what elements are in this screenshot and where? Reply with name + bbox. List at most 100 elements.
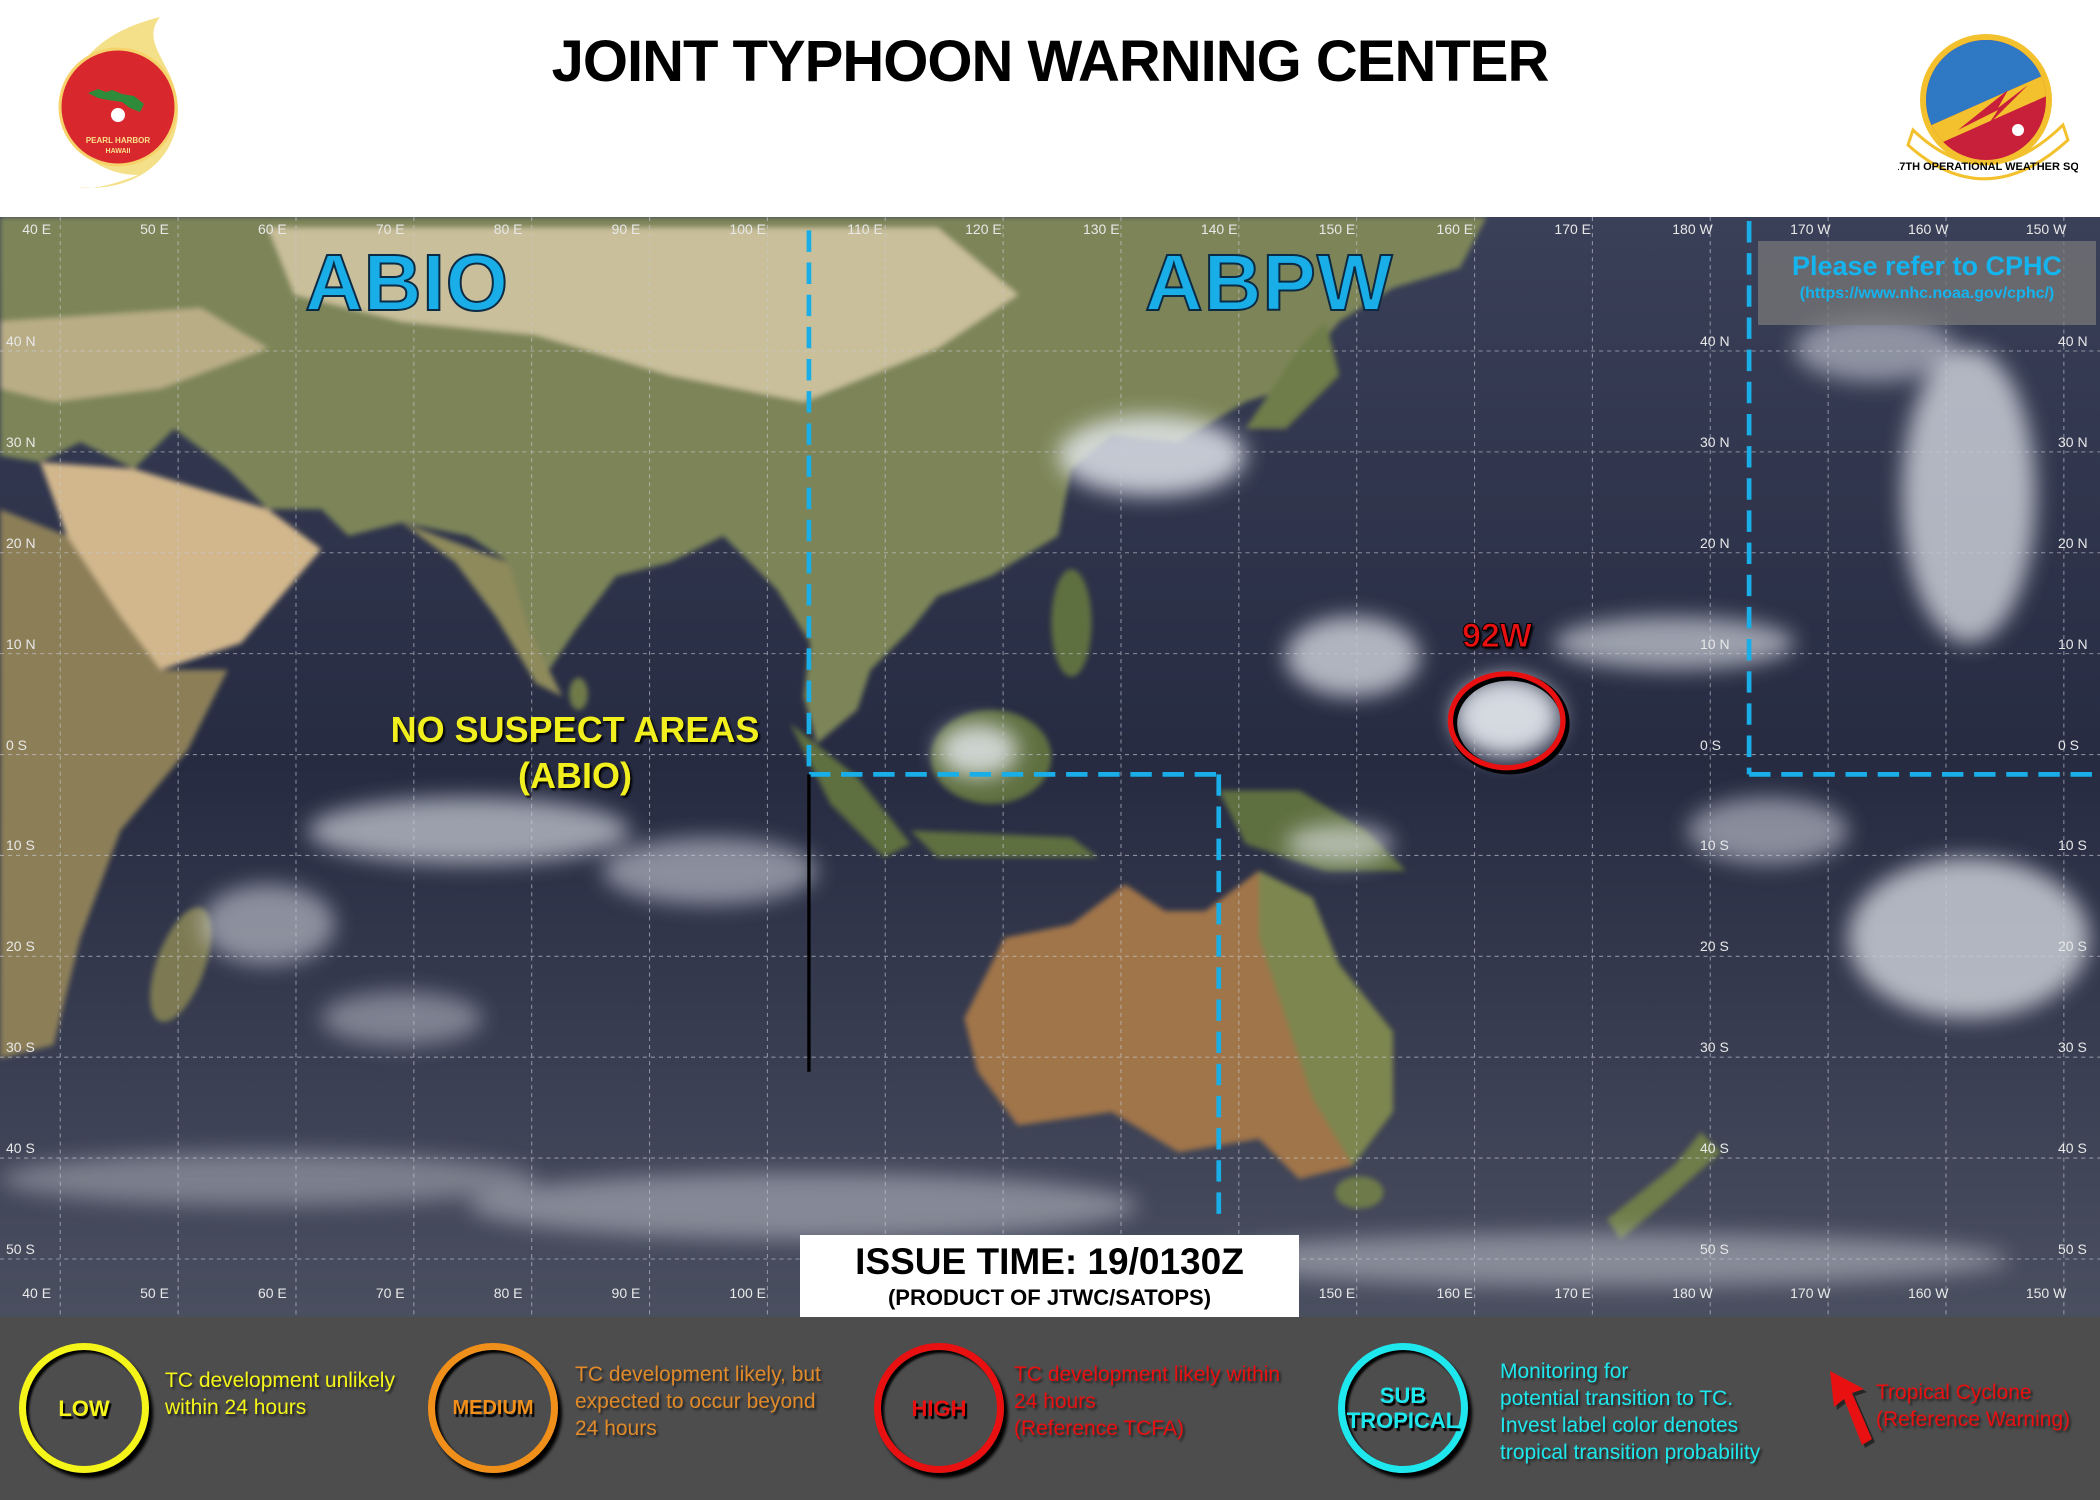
legend-medium-line1: TC development likely, but [575,1363,821,1386]
latitude-label: 10 N [1700,635,1730,652]
legend-subtropical-circle: SUB TROPICAL [1338,1343,1468,1473]
legend-low-circle: LOW [19,1343,149,1473]
region-label-abpw: ABPW [1144,238,1394,327]
legend-warning-line1: Tropical Cyclone [1876,1381,2032,1404]
svg-text:PEARL HARBOR: PEARL HARBOR [86,136,151,145]
land-masses [0,217,1721,1240]
cphc-note-title: Please refer to CPHC [1791,251,2063,281]
satellite-imagery [0,217,2100,1317]
longitude-label: 90 E [611,1285,641,1301]
latitude-label: 20 S [2058,938,2087,955]
no-suspect-areas-note: NO SUSPECT AREAS (ABIO) [330,707,820,799]
legend-high-circle: HIGH [874,1343,1004,1473]
longitude-label: 100 E [729,221,766,237]
longitude-label: 40 E [22,221,52,237]
latitude-label: 0 S [1700,736,1722,753]
cphc-note: Please refer to CPHC (https://www.nhc.no… [1758,241,2096,325]
cphc-link[interactable]: (https://www.nhc.noaa.gov/cphc/) [1799,285,2055,302]
header: PEARL HARBOR HAWAII JOINT TYPHOON WARNIN… [0,0,2100,217]
longitude-label: 170 W [1790,221,1831,237]
latitude-label: 30 N [1700,433,1730,450]
longitude-label: 170 W [1790,1285,1831,1301]
lat-lon-grid [0,217,2100,1317]
latitude-label: 40 N [6,332,36,349]
longitude-label: 50 E [140,221,169,237]
legend-medium-circle: MEDIUM [428,1343,558,1473]
product-source: (PRODUCT OF JTWC/SATOPS) [887,1285,1212,1310]
legend-subtropical-line2: potential transition to TC. [1500,1387,1734,1410]
legend-subtropical-line3: Invest label color denotes [1500,1414,1739,1437]
latitude-label: 30 S [6,1039,35,1056]
no-suspect-line1: NO SUSPECT AREAS [390,709,760,750]
longitude-label: 140 E [1200,221,1238,237]
latitude-label: 0 S [6,736,28,753]
latitude-label: 10 S [2058,837,2087,854]
longitude-label: 160 E [1436,1285,1474,1301]
longitude-label: 150 E [1318,1285,1356,1301]
longitude-label: 70 E [375,1285,405,1301]
issue-time-box: ISSUE TIME: 19/0130Z (PRODUCT OF JTWC/SA… [800,1235,1299,1317]
legend: LOW TC development unlikely within 24 ho… [0,1317,2100,1500]
longitude-label: 160 W [1907,221,1949,237]
longitude-label: 150 W [2025,1285,2067,1301]
longitude-label: 120 E [965,221,1002,237]
longitude-label: 80 E [493,1285,523,1301]
latitude-label: 40 S [6,1140,35,1157]
latitude-label: 10 N [6,635,36,652]
issue-time: ISSUE TIME: 19/0130Z [855,1241,1244,1282]
no-suspect-line2: (ABIO) [518,755,632,796]
legend-high-line2: 24 hours [1014,1390,1096,1413]
legend-warning-line2: (Reference Warning) [1876,1408,2071,1431]
latitude-label: 10 N [2058,635,2088,652]
latitude-label: 30 S [2058,1039,2087,1056]
latitude-label: 20 S [1700,938,1729,955]
legend-warning-text: Tropical Cyclone (Reference Warning) [1876,1379,2070,1433]
region-label-abio: ABIO [304,238,509,327]
latitude-label: 50 S [2058,1240,2087,1257]
legend-subtropical-label2: TROPICAL [1346,1408,1460,1433]
longitude-label: 160 E [1436,221,1474,237]
latitude-label: 30 S [1700,1039,1729,1056]
latitude-label: 20 N [2058,534,2088,551]
latitude-label: 50 S [1700,1240,1729,1257]
jtwc-seal-logo: PEARL HARBOR HAWAII [58,17,178,189]
longitude-label: 70 E [375,221,405,237]
latitude-label: 40 S [2058,1140,2087,1157]
invest-92w-circle[interactable] [1447,671,1566,771]
red-arrow-icon [1830,1371,1875,1448]
invest-92w-label[interactable]: 92W [1462,617,1533,656]
legend-high-line3: (Reference TCFA) [1014,1417,1184,1440]
latitude-label: 0 S [2058,736,2080,753]
longitude-label: 40 E [22,1285,52,1301]
legend-subtropical-label1: SUB [1379,1383,1427,1408]
longitude-label: 180 W [1672,1285,1713,1301]
legend-medium-text: TC development likely, but expected to o… [575,1361,821,1442]
legend-high-line1: TC development likely within [1014,1363,1281,1386]
legend-subtropical-line1: Monitoring for [1500,1360,1629,1383]
latitude-label: 40 N [1700,332,1730,349]
latitude-label: 20 S [6,938,35,955]
latitude-label: 10 S [6,837,35,854]
longitude-label: 110 E [847,221,883,237]
longitude-label: 150 W [2025,221,2067,237]
svg-text:17TH OPERATIONAL WEATHER SQ: 17TH OPERATIONAL WEATHER SQ [1898,161,2078,173]
longitude-label: 170 E [1554,1285,1591,1301]
longitude-label: 100 E [729,1285,766,1301]
legend-subtropical-line4: tropical transition probability [1500,1441,1761,1464]
legend-medium-line3: 24 hours [575,1417,657,1440]
basin-boundaries [806,221,2100,1222]
longitude-label: 160 W [1907,1285,1949,1301]
longitude-label: 90 E [611,221,641,237]
longitude-label: 60 E [257,1285,287,1301]
legend-medium-line2: expected to occur beyond [575,1390,816,1413]
latitude-label: 10 S [1700,837,1729,854]
svg-text:HAWAII: HAWAII [106,148,131,155]
legend-low-line2: within 24 hours [165,1396,307,1419]
legend-high-text: TC development likely within 24 hours (R… [1014,1361,1280,1442]
latitude-label: 20 N [6,534,36,551]
longitude-label: 50 E [140,1285,169,1301]
longitude-label: 130 E [1082,221,1120,237]
latitude-label: 30 N [2058,433,2088,450]
longitude-label: 80 E [493,221,523,237]
legend-low-text: TC development unlikely within 24 hours [165,1367,395,1421]
